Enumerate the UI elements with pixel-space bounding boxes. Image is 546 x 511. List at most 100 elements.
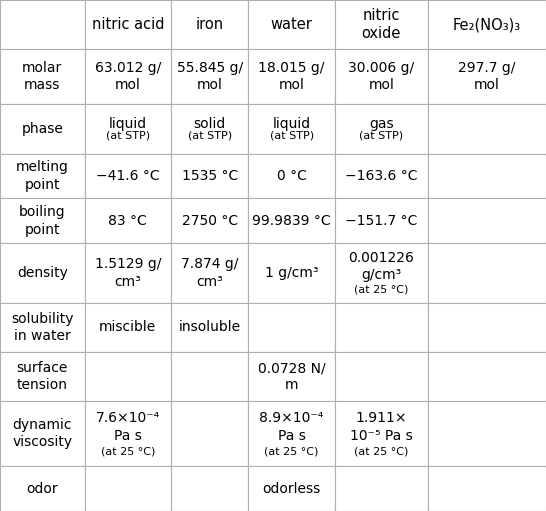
- Text: 2750 °C: 2750 °C: [182, 214, 238, 228]
- Text: (at 25 °C): (at 25 °C): [354, 285, 408, 295]
- Text: 1 g/cm³: 1 g/cm³: [265, 266, 318, 280]
- Text: boiling
point: boiling point: [19, 205, 66, 237]
- Text: 0.001226
g/cm³: 0.001226 g/cm³: [348, 251, 414, 283]
- Bar: [335, 153, 428, 198]
- Bar: [428, 104, 546, 153]
- Bar: [335, 0, 428, 50]
- Bar: [171, 104, 248, 153]
- Bar: [248, 104, 335, 153]
- Bar: [428, 153, 546, 198]
- Bar: [335, 352, 428, 401]
- Text: nitric
oxide: nitric oxide: [361, 8, 401, 41]
- Bar: [0, 466, 85, 511]
- Text: water: water: [271, 17, 312, 32]
- Text: 7.6×10⁻⁴
Pa s: 7.6×10⁻⁴ Pa s: [96, 411, 160, 443]
- Text: Fe₂(NO₃)₃: Fe₂(NO₃)₃: [453, 17, 521, 32]
- Bar: [428, 0, 546, 50]
- Bar: [248, 50, 335, 104]
- Text: 99.9839 °C: 99.9839 °C: [252, 214, 331, 228]
- Text: 18.015 g/
mol: 18.015 g/ mol: [258, 61, 325, 92]
- Text: surface
tension: surface tension: [16, 361, 68, 392]
- Bar: [335, 401, 428, 466]
- Text: liquid: liquid: [109, 117, 147, 131]
- Text: (at 25 °C): (at 25 °C): [100, 447, 155, 457]
- Text: insoluble: insoluble: [179, 320, 241, 334]
- Text: (at STP): (at STP): [270, 131, 313, 141]
- Bar: [248, 153, 335, 198]
- Text: odorless: odorless: [263, 481, 321, 496]
- Bar: [171, 50, 248, 104]
- Bar: [171, 466, 248, 511]
- Text: 297.7 g/
mol: 297.7 g/ mol: [458, 61, 516, 92]
- Text: −163.6 °C: −163.6 °C: [345, 169, 418, 183]
- Text: 0 °C: 0 °C: [277, 169, 306, 183]
- Bar: [428, 303, 546, 352]
- Text: melting
point: melting point: [16, 160, 69, 192]
- Bar: [85, 153, 171, 198]
- Bar: [335, 466, 428, 511]
- Bar: [248, 303, 335, 352]
- Bar: [0, 198, 85, 243]
- Bar: [248, 0, 335, 50]
- Bar: [248, 243, 335, 303]
- Bar: [428, 243, 546, 303]
- Text: (at 25 °C): (at 25 °C): [264, 447, 319, 457]
- Bar: [171, 401, 248, 466]
- Bar: [428, 352, 546, 401]
- Bar: [0, 50, 85, 104]
- Bar: [85, 50, 171, 104]
- Bar: [0, 401, 85, 466]
- Bar: [171, 352, 248, 401]
- Bar: [335, 50, 428, 104]
- Text: 1535 °C: 1535 °C: [181, 169, 238, 183]
- Bar: [335, 303, 428, 352]
- Bar: [428, 401, 546, 466]
- Text: phase: phase: [21, 122, 63, 136]
- Bar: [0, 303, 85, 352]
- Text: (at STP): (at STP): [188, 131, 232, 141]
- Text: (at STP): (at STP): [359, 131, 403, 141]
- Text: 7.874 g/
cm³: 7.874 g/ cm³: [181, 258, 239, 289]
- Text: iron: iron: [195, 17, 224, 32]
- Bar: [85, 0, 171, 50]
- Text: odor: odor: [27, 481, 58, 496]
- Text: 8.9×10⁻⁴
Pa s: 8.9×10⁻⁴ Pa s: [259, 411, 324, 443]
- Text: density: density: [17, 266, 68, 280]
- Bar: [335, 104, 428, 153]
- Bar: [85, 401, 171, 466]
- Bar: [85, 198, 171, 243]
- Text: solid: solid: [193, 117, 226, 131]
- Bar: [335, 198, 428, 243]
- Bar: [0, 243, 85, 303]
- Text: miscible: miscible: [99, 320, 156, 334]
- Text: 1.911×
10⁻⁵ Pa s: 1.911× 10⁻⁵ Pa s: [350, 411, 413, 443]
- Bar: [171, 153, 248, 198]
- Bar: [0, 352, 85, 401]
- Bar: [0, 153, 85, 198]
- Text: −41.6 °C: −41.6 °C: [96, 169, 159, 183]
- Text: solubility
in water: solubility in water: [11, 312, 74, 343]
- Bar: [248, 401, 335, 466]
- Bar: [0, 0, 85, 50]
- Text: liquid: liquid: [272, 117, 311, 131]
- Text: nitric acid: nitric acid: [92, 17, 164, 32]
- Text: 30.006 g/
mol: 30.006 g/ mol: [348, 61, 414, 92]
- Bar: [248, 198, 335, 243]
- Text: gas: gas: [369, 117, 394, 131]
- Bar: [85, 303, 171, 352]
- Bar: [428, 50, 546, 104]
- Text: 55.845 g/
mol: 55.845 g/ mol: [176, 61, 243, 92]
- Bar: [171, 0, 248, 50]
- Text: 1.5129 g/
cm³: 1.5129 g/ cm³: [94, 258, 161, 289]
- Text: 0.0728 N/
m: 0.0728 N/ m: [258, 361, 325, 392]
- Text: 63.012 g/
mol: 63.012 g/ mol: [94, 61, 161, 92]
- Text: molar
mass: molar mass: [22, 61, 62, 92]
- Bar: [0, 104, 85, 153]
- Bar: [85, 243, 171, 303]
- Bar: [428, 466, 546, 511]
- Bar: [171, 243, 248, 303]
- Bar: [85, 352, 171, 401]
- Bar: [171, 303, 248, 352]
- Text: dynamic
viscosity: dynamic viscosity: [12, 418, 73, 449]
- Bar: [248, 352, 335, 401]
